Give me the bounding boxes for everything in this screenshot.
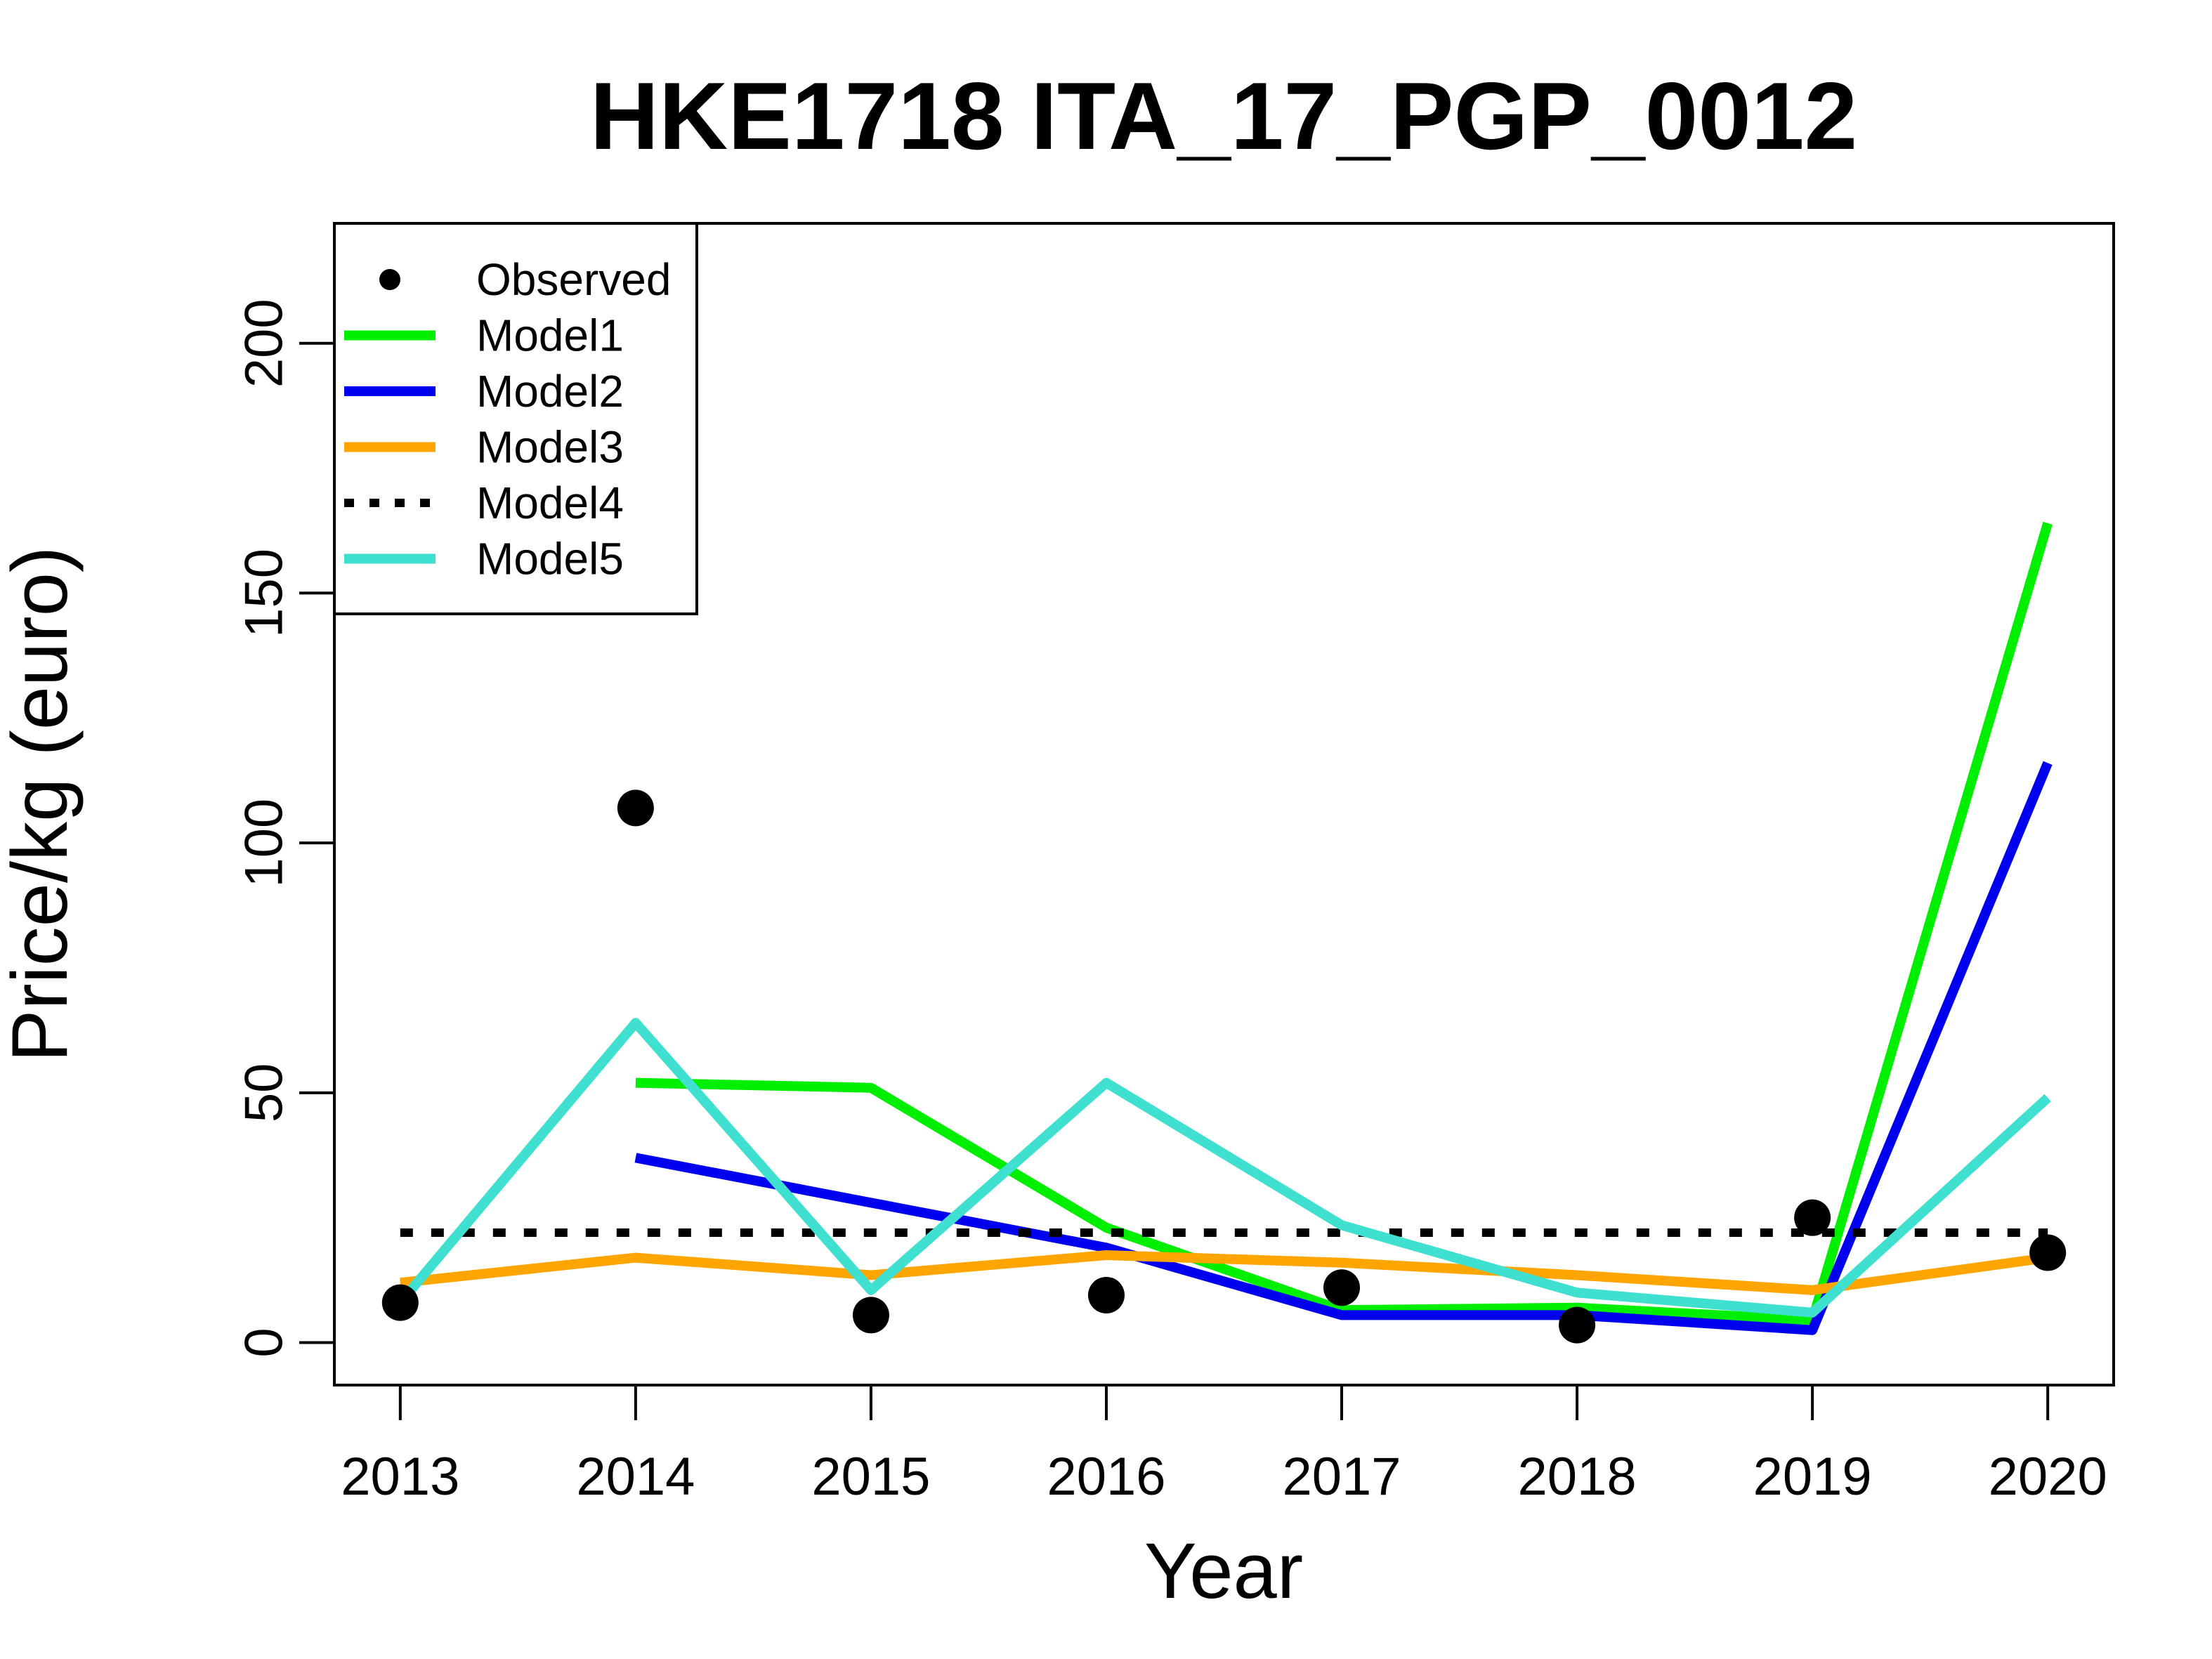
observed-point xyxy=(1323,1269,1361,1306)
y-tick-label: 200 xyxy=(235,299,294,388)
observed-point xyxy=(1559,1306,1596,1344)
x-tick-label: 2019 xyxy=(1753,1447,1872,1507)
y-axis-label: Price/kg (euro) xyxy=(0,546,84,1062)
x-tick-label: 2014 xyxy=(576,1447,695,1507)
observed-point xyxy=(2029,1234,2067,1271)
observed-points xyxy=(381,789,2067,1344)
series-line-model5 xyxy=(396,1018,2051,1318)
legend-label: Observed xyxy=(476,254,671,305)
legend-label: Model3 xyxy=(476,422,624,473)
observed-point xyxy=(852,1297,889,1334)
legend-symbol xyxy=(379,269,400,290)
chart-title: HKE1718 ITA_17_PGP_0012 xyxy=(590,63,1857,169)
x-tick-label: 2013 xyxy=(341,1447,459,1507)
y-tick-label: 50 xyxy=(235,1063,294,1123)
legend-entry-model5: Model5 xyxy=(344,534,624,584)
x-tick-label: 2018 xyxy=(1518,1447,1637,1507)
series-line-model3 xyxy=(400,1250,2049,1295)
x-tick-label: 2017 xyxy=(1282,1447,1401,1507)
legend-entry-model1: Model1 xyxy=(344,310,624,361)
series-layer xyxy=(396,521,2053,1335)
legend-entry-observed: Observed xyxy=(379,254,671,305)
observed-point xyxy=(617,789,654,827)
y-tick-label: 0 xyxy=(235,1327,294,1357)
observed-point xyxy=(381,1284,419,1321)
legend-entry-model2: Model2 xyxy=(344,366,624,417)
x-tick-label: 2016 xyxy=(1047,1447,1165,1507)
y-tick-label: 100 xyxy=(235,799,294,888)
y-tick-label: 150 xyxy=(235,549,294,638)
observed-point xyxy=(1087,1276,1125,1313)
x-axis: 2013 2014 2015 2016 2017 2018 2019 2020 xyxy=(341,1384,2107,1507)
legend-label: Model1 xyxy=(476,310,624,361)
x-tick-label: 2020 xyxy=(1989,1447,2107,1507)
legend-label: Model4 xyxy=(476,478,624,528)
observed-point xyxy=(1794,1199,1831,1236)
legend-entry-model4: Model4 xyxy=(344,478,624,528)
series-line-model2 xyxy=(634,761,2053,1335)
legend-entry-model3: Model3 xyxy=(344,422,624,473)
x-axis-label: Year xyxy=(1144,1527,1303,1615)
x-tick-label: 2015 xyxy=(811,1447,930,1507)
legend-label: Model5 xyxy=(476,534,624,584)
y-axis: 0 50 100 150 200 xyxy=(235,299,336,1358)
legend-label: Model2 xyxy=(476,366,624,417)
